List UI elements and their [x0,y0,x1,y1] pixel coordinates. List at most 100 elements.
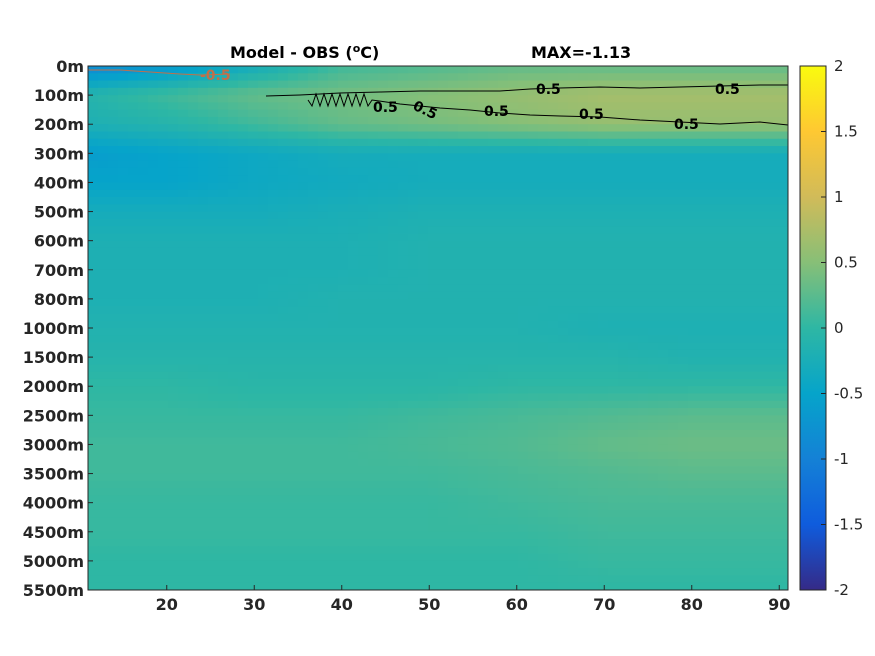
heatmap-cell [728,531,739,540]
heatmap-cell [118,451,129,460]
heatmap-cell [138,568,149,577]
heatmap-cell [298,415,309,424]
heatmap-cell [258,204,269,213]
heatmap-cell [778,335,788,344]
heatmap-cell [778,255,788,264]
heatmap-cell [168,400,179,409]
heatmap-cell [768,146,779,154]
heatmap-cell [508,415,519,424]
heatmap-cell [508,66,519,74]
heatmap-cell [368,357,379,365]
heatmap-cell [208,102,219,111]
heatmap-cell [88,138,99,147]
heatmap-cell [568,131,579,140]
heatmap-cell [418,291,429,300]
heatmap-cell [328,531,339,540]
heatmap-cell [508,502,519,511]
heatmap-cell [448,364,459,373]
heatmap-cell [228,87,239,96]
heatmap-cell [718,124,729,133]
heatmap-cell [398,378,409,387]
heatmap-cell [758,429,769,438]
heatmap-cell [358,218,369,227]
heatmap-cell [138,524,149,533]
heatmap-cell [668,553,679,562]
heatmap-cell [588,153,599,162]
heatmap-cell [328,459,339,467]
heatmap-cell [478,116,489,125]
heatmap-cell [468,560,479,569]
heatmap-cell [778,480,788,489]
heatmap-cell [268,466,279,475]
heatmap-cell [178,189,189,198]
heatmap-cell [248,131,259,140]
heatmap-cell [768,393,779,402]
heatmap-cell [438,335,449,344]
heatmap-cell [568,480,579,489]
heatmap-cell [478,298,489,307]
heatmap-cell [708,393,719,402]
heatmap-cell [778,429,788,438]
heatmap-cell [318,546,329,555]
heatmap-cell [528,313,539,322]
heatmap-cell [748,335,759,344]
heatmap-cell [98,466,109,475]
heatmap-cell [678,466,689,475]
heatmap-cell [508,197,519,205]
heatmap-cell [338,437,349,446]
heatmap-cell [378,568,389,577]
heatmap-cell [248,335,259,344]
heatmap-cell [778,146,788,154]
heatmap-cell [408,182,419,191]
heatmap-cell [588,386,599,395]
heatmap-cell [528,451,539,460]
heatmap-cell [288,277,299,285]
heatmap-cell [678,349,689,358]
heatmap-cell [158,87,169,96]
heatmap-cell [118,553,129,562]
heatmap-cell [698,175,709,184]
heatmap-cell [388,364,399,373]
heatmap-cell [228,349,239,358]
heatmap-cell [338,495,349,504]
heatmap-cell [98,509,109,518]
heatmap-cell [558,87,569,96]
heatmap-cell [688,400,699,409]
heatmap-cell [648,306,659,315]
heatmap-cell [418,422,429,431]
heatmap-cell [468,211,479,220]
heatmap-cell [368,284,379,293]
heatmap-cell [288,138,299,147]
heatmap-cell [328,269,339,278]
heatmap-cell [318,531,329,540]
heatmap-cell [318,320,329,329]
heatmap-cell [438,146,449,154]
heatmap-cell [158,488,169,496]
heatmap-cell [518,480,529,489]
heatmap-cell [528,386,539,395]
heatmap-cell [518,575,529,584]
heatmap-cell [408,73,419,82]
heatmap-cell [258,429,269,438]
heatmap-cell [98,502,109,511]
heatmap-cell [218,204,229,213]
heatmap-cell [548,437,559,446]
heatmap-cell [298,546,309,555]
heatmap-cell [778,218,788,227]
heatmap-cell [108,95,119,103]
heatmap-cell [298,211,309,220]
heatmap-cell [688,502,699,511]
heatmap-cell [148,349,159,358]
heatmap-cell [658,386,669,395]
heatmap-cell [98,182,109,191]
heatmap-cell [508,153,519,162]
heatmap-cell [418,509,429,518]
heatmap-cell [588,313,599,322]
heatmap-cell [618,349,629,358]
heatmap-cell [398,167,409,176]
heatmap-cell [478,422,489,431]
heatmap-cell [238,153,249,162]
heatmap-cell [308,531,319,540]
heatmap-cell [738,328,749,336]
heatmap-cell [398,313,409,322]
